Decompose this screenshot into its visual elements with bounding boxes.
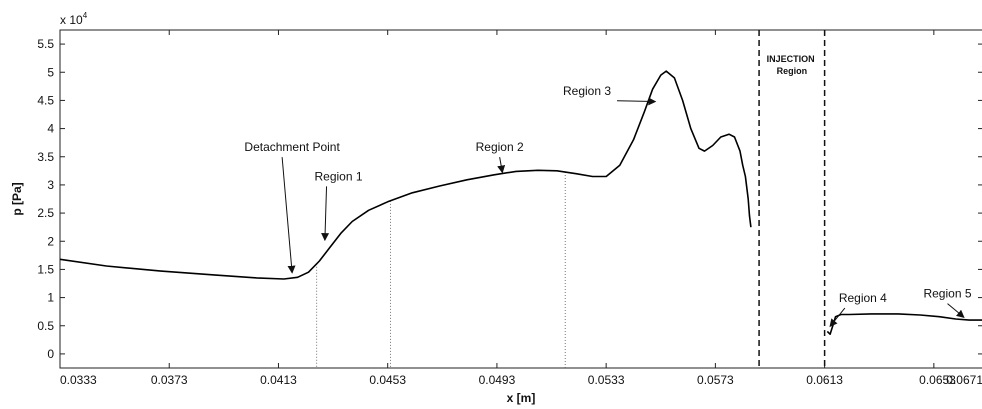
- x-tick-label: 0.0493: [479, 373, 516, 387]
- y-multiplier-base: x 10: [60, 13, 83, 27]
- y-tick-label: 1.5: [37, 262, 54, 276]
- annotation-label: Region 3: [563, 84, 611, 98]
- y-axis: 0 0.5 1 1.5 2 2.5 3 3.5 4 4.5 5 5.5: [37, 37, 982, 361]
- y-tick-label: 3.5: [37, 150, 54, 164]
- annotation-arrow: [617, 97, 657, 106]
- x-tick-label: 0.0333: [60, 373, 97, 387]
- annotation-arrow: [321, 186, 330, 242]
- y-tick-label: 0.5: [37, 319, 54, 333]
- x-axis: 0.0333 0.0373 0.0413 0.0453 0.0493 0.0533 0.05…: [59, 30, 982, 387]
- x-tick-label: 0.0653: [919, 373, 956, 387]
- y-tick-label: 5: [47, 65, 54, 79]
- pressure-line: [59, 70, 752, 280]
- y-tick-label: 4: [47, 122, 54, 136]
- y-tick-label: 4.5: [37, 93, 54, 107]
- annotation-label: Region 5: [923, 287, 971, 301]
- x-axis-label: x [m]: [507, 391, 536, 405]
- annotation-arrow: [497, 157, 506, 174]
- injection-region-label: INJECTION Region: [767, 54, 818, 76]
- y-tick-label: 5.5: [37, 37, 54, 51]
- annotation-label: Region 4: [839, 291, 887, 305]
- x-tick-label: 0.0453: [369, 373, 406, 387]
- annotation-arrow: [947, 303, 965, 318]
- x-tick-label: 0.0573: [697, 373, 734, 387]
- x-tick-label: 0.0613: [806, 373, 843, 387]
- y-multiplier: x 104: [60, 11, 88, 27]
- injection-region-line-1: INJECTION: [767, 54, 815, 64]
- y-tick-label: 1: [47, 291, 54, 305]
- pressure-line: [826, 313, 982, 336]
- x-tick-label: 0.0373: [151, 373, 188, 387]
- y-tick-label: 3: [47, 178, 54, 192]
- vertical-markers: [316, 30, 826, 368]
- y-tick-label: 2.5: [37, 206, 54, 220]
- plot-frame: [59, 29, 982, 369]
- injection-region-line-2: Region: [777, 66, 808, 76]
- y-axis-label: p [Pa]: [10, 182, 24, 215]
- annotation-arrow: [281, 157, 296, 274]
- x-tick-label: 0.0671: [946, 373, 982, 387]
- annotations-layer: Detachment Point Region 1 Region 2 Region 3…: [244, 84, 972, 328]
- annotation-label: Region 1: [315, 169, 363, 183]
- y-tick-label: 2: [47, 234, 54, 248]
- x-tick-label: 0.0413: [260, 373, 297, 387]
- y-multiplier-exponent: 4: [83, 11, 88, 20]
- y-tick-label: 0: [47, 347, 54, 361]
- annotation-arrow: [829, 307, 846, 328]
- annotation-label: Detachment Point: [244, 140, 340, 154]
- annotation-label: Region 2: [476, 140, 524, 154]
- x-tick-label: 0.0533: [588, 373, 625, 387]
